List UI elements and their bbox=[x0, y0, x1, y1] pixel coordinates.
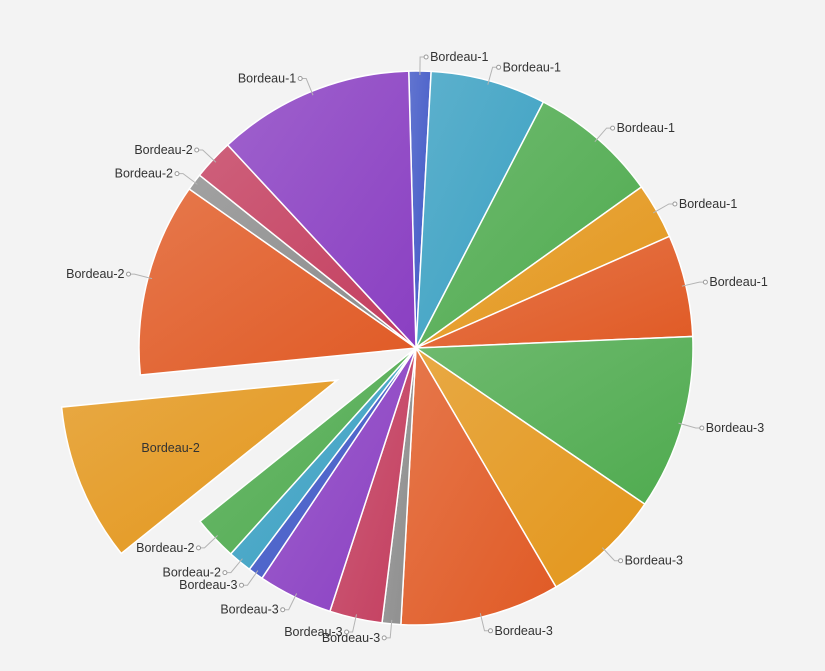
slice-label-2: Bordeau-1 bbox=[503, 60, 561, 74]
leader-dot-4 bbox=[672, 201, 678, 207]
slice-label-11: Bordeau-3 bbox=[220, 603, 278, 617]
slice-label-9: Bordeau-3 bbox=[322, 631, 380, 645]
leader-dot-3 bbox=[610, 125, 616, 131]
slice-label-18: Bordeau-2 bbox=[134, 143, 192, 157]
leader-dot-13 bbox=[222, 570, 228, 576]
slice-label-5: Bordeau-1 bbox=[709, 275, 767, 289]
leader-dot-12 bbox=[239, 582, 244, 588]
leader-dot-17 bbox=[174, 171, 180, 177]
leader-dot-16 bbox=[126, 271, 131, 277]
slice-label-3: Bordeau-1 bbox=[617, 121, 675, 135]
slice-label-19: Bordeau-1 bbox=[238, 72, 296, 86]
slice-label-7: Bordeau-3 bbox=[625, 554, 683, 568]
slice-label-10: Bordeau-3 bbox=[284, 625, 342, 639]
leader-dot-19 bbox=[297, 76, 303, 81]
slice-label-6: Bordeau-3 bbox=[706, 421, 764, 435]
slice-label-17: Bordeau-2 bbox=[115, 167, 173, 181]
slice-label-8: Bordeau-3 bbox=[495, 624, 553, 638]
leader-dot-6 bbox=[699, 425, 705, 431]
leader-dot-11 bbox=[280, 607, 286, 613]
leader-line-4 bbox=[652, 203, 675, 214]
leader-dot-5 bbox=[702, 279, 708, 285]
leader-dot-1 bbox=[423, 54, 429, 60]
leader-dot-2 bbox=[496, 64, 502, 70]
slice-label-1: Bordeau-1 bbox=[430, 50, 488, 64]
slice-label-16: Bordeau-2 bbox=[66, 267, 124, 281]
leader-dot-18 bbox=[194, 147, 200, 153]
leader-dot-9 bbox=[381, 635, 387, 641]
leader-dot-7 bbox=[618, 558, 624, 564]
slice-label-4: Bordeau-1 bbox=[679, 197, 737, 211]
leader-dot-8 bbox=[488, 628, 493, 634]
slices-layer bbox=[60, 70, 694, 626]
leader-dot-10 bbox=[344, 629, 350, 635]
slice-label-13: Bordeau-2 bbox=[163, 566, 221, 580]
leader-dot-14 bbox=[196, 545, 201, 551]
slice-label-15: Bordeau-2 bbox=[141, 441, 199, 455]
labels-layer: Bordeau-1 Bordeau-1 Bordeau-1 Bordeau-1 Bord… bbox=[66, 50, 768, 645]
pie-slice-15[interactable] bbox=[60, 379, 340, 555]
slice-label-12: Bordeau-3 bbox=[179, 578, 237, 592]
slice-label-14: Bordeau-2 bbox=[136, 541, 194, 555]
